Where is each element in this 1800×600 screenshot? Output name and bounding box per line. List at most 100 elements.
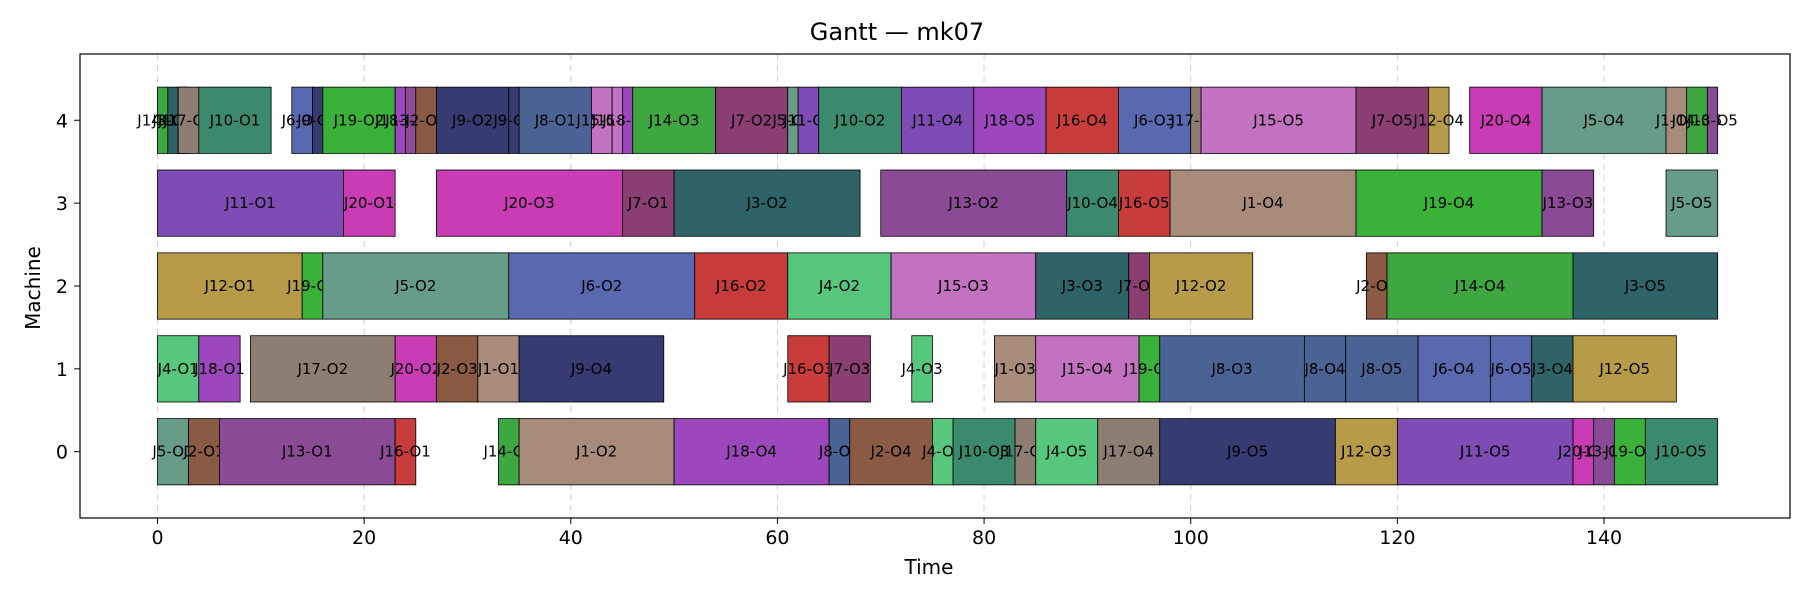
- task-bar-J20-O3: J20-O3: [436, 169, 623, 237]
- task-bar-label: J8-O1: [534, 111, 576, 129]
- task-bar-rect: [250, 335, 396, 403]
- task-bar-label: J12-O2: [1175, 277, 1227, 295]
- task-bar-J3-O3: J3-O3: [1035, 252, 1130, 320]
- task-bar-J1-O1: J1-O1: [477, 335, 520, 403]
- task-bar-rect: [1117, 169, 1171, 237]
- task-bar-label: J12-O5: [1598, 360, 1650, 378]
- x-tick-label: 120: [1379, 527, 1415, 549]
- task-bar-J15-O4: J15-O4: [1035, 335, 1140, 403]
- task-bar-rect: [436, 169, 623, 237]
- task-bar-label: J1-O3: [993, 360, 1035, 378]
- task-bar-label: J5-O5: [1670, 194, 1712, 212]
- task-bar-J5-O2: J5-O2: [322, 252, 510, 320]
- task-bar-J13-O2: J13-O2: [880, 169, 1068, 237]
- task-bar-rect: [198, 86, 272, 154]
- task-bar-J5-O4: J5-O4: [1541, 86, 1667, 154]
- task-bar-rect: [518, 335, 665, 403]
- task-bar-label: J15-O5: [1252, 111, 1304, 129]
- task-bar-J18-O4: J18-O4: [673, 418, 830, 486]
- task-bar-J7-O2: J7-O2: [715, 86, 789, 154]
- task-bar-rect: [1097, 418, 1161, 486]
- task-bar-label: J12-O4: [1412, 111, 1464, 129]
- task-bar-rect: [188, 418, 220, 486]
- task-bar-rect: [1706, 86, 1719, 154]
- y-axis-label: Machine: [21, 246, 45, 330]
- task-bar-rect: [1345, 335, 1419, 403]
- task-bar-label: J7-O1: [627, 194, 669, 212]
- task-bar-J5-O1: J5-O1: [151, 418, 194, 486]
- task-bar-label: J9-O4: [570, 360, 612, 378]
- task-bar-rect: [1169, 169, 1357, 237]
- task-bar-label: J7-O5: [1371, 111, 1413, 129]
- task-bar-rect: [673, 418, 830, 486]
- task-bar-J13-O3: J13-O3: [1542, 169, 1595, 237]
- task-bar-rect: [1303, 335, 1347, 403]
- task-bar-J18-O1: J18-O1: [193, 335, 245, 403]
- task-bar-rect: [828, 335, 871, 403]
- task-bar-label: J13-O3: [1542, 194, 1594, 212]
- task-bar-J12-O5: J12-O5: [1572, 335, 1677, 403]
- task-bar-rect: [1355, 86, 1429, 154]
- task-bar-rect: [1469, 86, 1543, 154]
- task-bar-label: J5-O1: [151, 443, 193, 461]
- task-bar-J1-O3: J1-O3: [993, 335, 1037, 403]
- task-bar-rect: [787, 335, 830, 403]
- task-bar-J19-O4: J19-O4: [1355, 169, 1543, 237]
- x-tick-label: 0: [151, 527, 163, 549]
- task-bar-rect: [436, 335, 479, 403]
- task-bar-J20-O4: J20-O4: [1469, 86, 1543, 154]
- task-bar-J14-O3: J14-O3: [632, 86, 716, 154]
- task-bar-rect: [1148, 252, 1254, 320]
- task-bar-rect: [343, 169, 396, 237]
- task-bar-label: J16-O2: [715, 277, 767, 295]
- task-bar-label: J3-O5: [1624, 277, 1666, 295]
- task-bar-label: J14-O4: [1454, 277, 1506, 295]
- x-tick-label: 40: [559, 527, 583, 549]
- task-bar-label: J20-O3: [503, 194, 555, 212]
- task-bar-label: J2-O1: [182, 443, 224, 461]
- task-bar-J13-O1: J13-O1: [219, 418, 396, 486]
- task-bar-rect: [1489, 335, 1533, 403]
- task-bar-label: J20-O4: [1480, 111, 1532, 129]
- task-bar-J7-O5: J7-O5: [1355, 86, 1429, 154]
- task-bar-label: J7-O2: [730, 111, 772, 129]
- task-bar-label: J4-O2: [818, 277, 860, 295]
- task-bar-J9-O5: J9-O5: [1159, 418, 1336, 486]
- task-bar-rect: [1355, 169, 1543, 237]
- task-bar-rect: [787, 252, 892, 320]
- task-bar-J8-O1: J8-O1: [518, 86, 592, 154]
- task-bar-label: J10-O5: [1655, 443, 1707, 461]
- task-bar-label: J18-O4: [725, 443, 777, 461]
- task-bar-label: J2-O3: [436, 360, 478, 378]
- task-bar-rect: [952, 418, 1016, 486]
- task-bar-label: J6-O2: [580, 277, 622, 295]
- task-bar-rect: [1159, 335, 1305, 403]
- task-bar-rect: [1427, 86, 1450, 154]
- task-bar-J12-O1: J12-O1: [157, 252, 303, 320]
- task-bar-J14-O4: J14-O4: [1386, 252, 1574, 320]
- task-bar-J3-O4: J3-O4: [1531, 335, 1574, 403]
- task-bar-rect: [1066, 169, 1119, 237]
- task-bar-label: J17-O4: [1102, 443, 1154, 461]
- task-bar-rect: [157, 418, 189, 486]
- task-bar-rect: [1035, 252, 1130, 320]
- y-axis-ticks: 0 1 2 3 4: [56, 110, 80, 464]
- y-tick-label: 0: [56, 442, 68, 464]
- task-bar-rect: [157, 335, 200, 403]
- task-bar-label: J6-O5: [1489, 360, 1531, 378]
- task-bar-rect: [1572, 252, 1719, 320]
- chart-title: Gantt — mk07: [810, 18, 984, 46]
- task-bar-label: J7-O3: [828, 360, 870, 378]
- task-bar-label: J12-O3: [1340, 443, 1392, 461]
- task-bar-J12-O2: J12-O2: [1148, 252, 1254, 320]
- task-bar-rect: [694, 252, 789, 320]
- task-bar-J6-O5: J6-O5: [1489, 335, 1533, 403]
- task-bar-J2-O4: J2-O4: [849, 418, 933, 486]
- task-bar-J16-O4: J16-O4: [1045, 86, 1119, 154]
- task-bar-J11-O4: J11-O4: [901, 86, 975, 154]
- task-bar-label: J5-O4: [1582, 111, 1624, 129]
- task-bar-rect: [394, 418, 417, 486]
- task-bar-rect: [1045, 86, 1119, 154]
- task-bar-label: J6-O3: [1133, 111, 1175, 129]
- task-bar-rect: [1200, 86, 1357, 154]
